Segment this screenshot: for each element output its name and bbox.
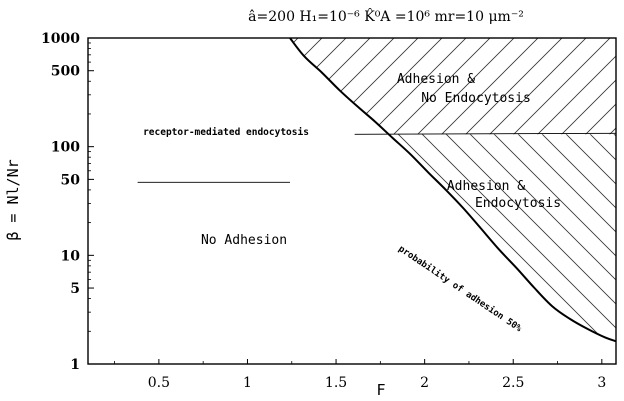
region-label-no-adhesion: No Adhesion (201, 233, 287, 248)
x-tick-label: 3 (597, 375, 606, 391)
x-tick-label: 2 (420, 375, 429, 391)
x-tick-label: 1 (243, 375, 252, 391)
region-label-endocytosis-line1: Adhesion & (447, 179, 525, 194)
y-tick-label: 5 (70, 281, 80, 297)
region-label-no-endocytosis-line1: Adhesion & (397, 72, 475, 87)
region-label-no-endocytosis-line2: No Endocytosis (421, 91, 531, 106)
phase-regions (290, 38, 616, 342)
y-tick-label: 10 (61, 248, 81, 264)
y-axis-label: β = Nl/Nr (4, 159, 22, 240)
region-adhesion-endocytosis (388, 134, 616, 342)
x-axis: 0.5 1 1.5 2 2.5 3 (114, 359, 606, 391)
x-tick-label: 0.5 (148, 375, 170, 391)
x-tick-label: 1.5 (325, 375, 347, 391)
y-tick-label: 100 (51, 140, 80, 156)
y-tick-label: 500 (51, 64, 80, 80)
plot-frame (87, 37, 617, 365)
parameter-header: â=200 H₁=10⁻⁶ K̂⁰A =10⁶ mr=10 μm⁻² (248, 7, 524, 25)
boundary-layer (137, 38, 616, 343)
y-axis: 1 5 10 50 100 500 1000 (41, 31, 94, 373)
y-tick-label: 1 (70, 357, 80, 373)
y-tick-label: 50 (61, 172, 81, 188)
endocytosis-threshold-line (354, 132, 616, 135)
region-adhesion-no-endocytosis (290, 38, 616, 135)
y-tick-label: 1000 (41, 31, 80, 47)
boundary-curve (289, 38, 616, 343)
x-tick-label: 2.5 (502, 375, 524, 391)
x-axis-label: F (376, 381, 385, 399)
region-label-endocytosis-line2: Endocytosis (475, 196, 561, 211)
annotation-receptor-endocytosis: receptor-mediated endocytosis (143, 127, 309, 138)
